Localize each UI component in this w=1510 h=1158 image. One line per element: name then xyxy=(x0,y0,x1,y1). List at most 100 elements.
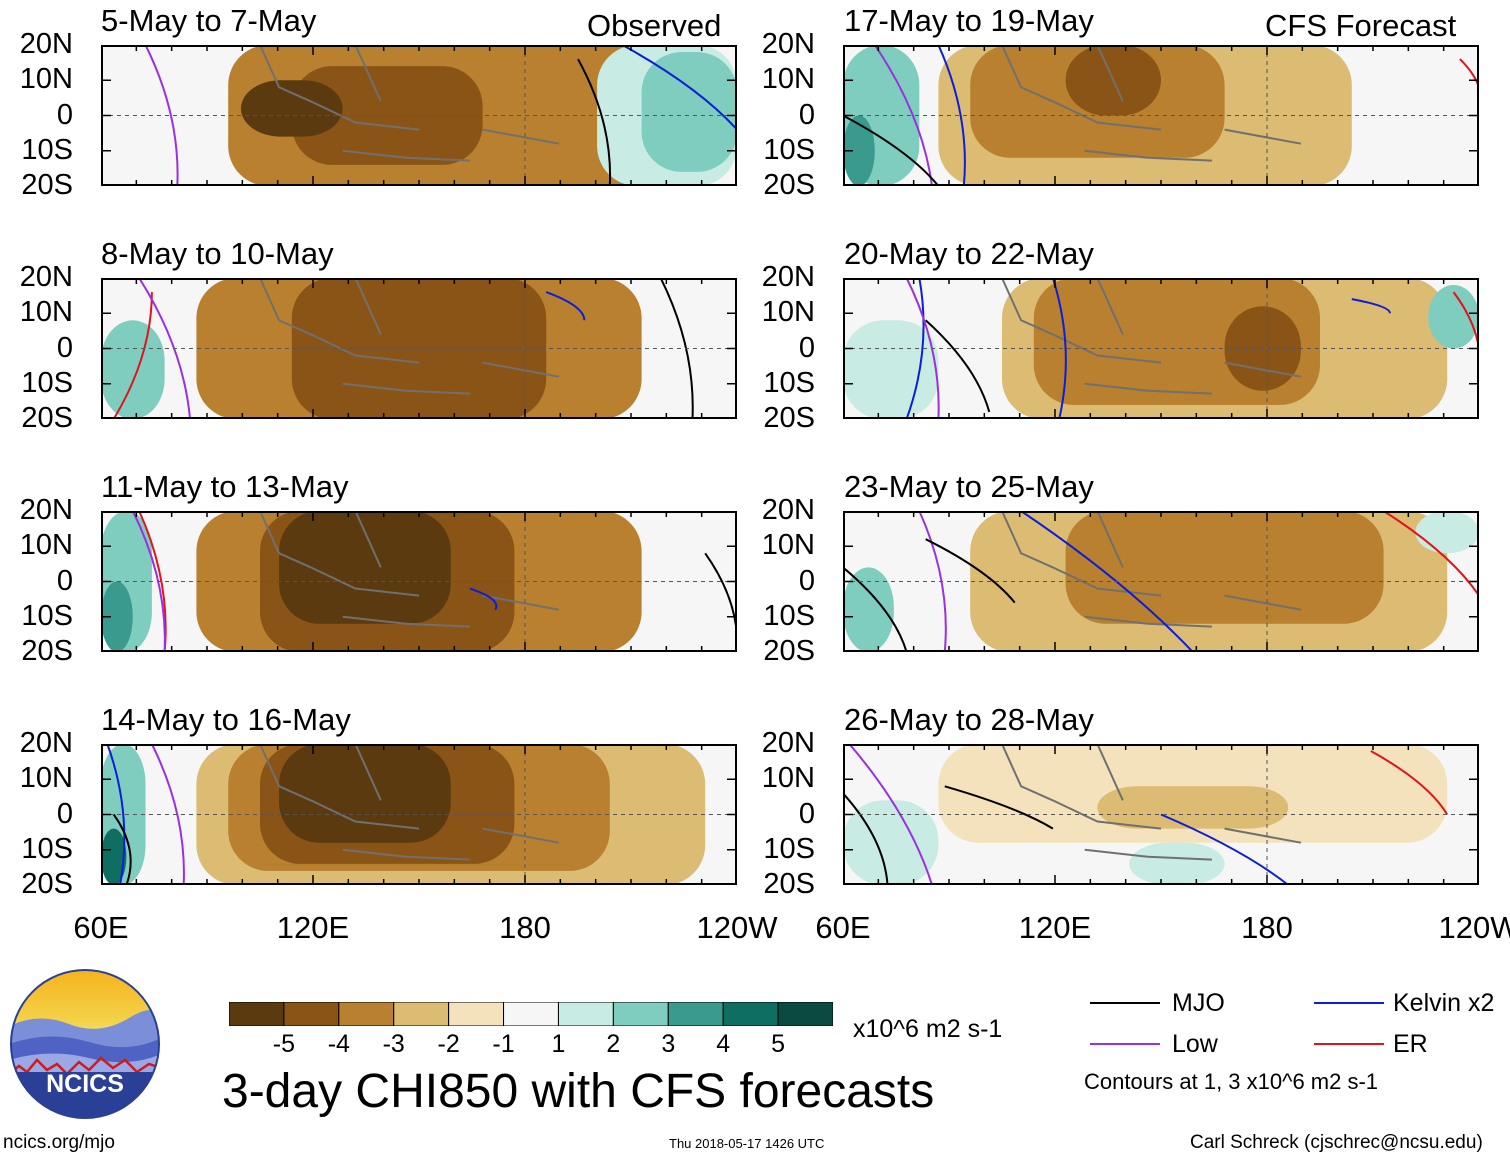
contour-line xyxy=(1370,750,1449,816)
contour-line xyxy=(469,587,498,611)
y-tick-label: 10N xyxy=(19,296,73,329)
field-region xyxy=(1065,511,1384,624)
footer-author: Carl Schreck (cjschrec@ncsu.edu) xyxy=(1190,1132,1483,1153)
contour-line xyxy=(843,566,908,652)
y-tick-label: 20N xyxy=(761,261,815,293)
colorbar-swatch xyxy=(393,1001,450,1027)
map-panel xyxy=(101,511,737,652)
colorbar-swatch xyxy=(557,1001,614,1027)
panel-title: 23-May to 25-May xyxy=(844,469,1094,504)
footer-url[interactable]: ncics.org/mjo xyxy=(3,1132,115,1153)
contour-line xyxy=(144,45,179,186)
contour-line xyxy=(937,45,966,186)
colorbar-swatch xyxy=(228,1001,285,1027)
field-region xyxy=(843,115,875,186)
x-tick-label: 60E xyxy=(73,910,129,945)
x-tick-label: 120W xyxy=(696,910,778,945)
contour-line xyxy=(577,58,612,186)
y-tick-label: 10N xyxy=(761,762,815,795)
observed-label: Observed xyxy=(587,8,722,43)
y-tick-label: 20S xyxy=(21,868,73,900)
x-tick-label: 120E xyxy=(276,910,350,945)
colorbar-tick-label: 4 xyxy=(716,1030,731,1058)
y-tick-label: 10S xyxy=(21,599,73,632)
colorbar-tick-label: 3 xyxy=(661,1030,676,1058)
legend-low: Low xyxy=(1172,1030,1218,1058)
y-tick-label: 0 xyxy=(798,564,815,597)
map-svg xyxy=(101,45,737,186)
y-tick-label: 10N xyxy=(761,63,815,96)
contour-line xyxy=(873,45,934,186)
x-tick-label: 120E xyxy=(1018,910,1092,945)
y-tick-label: 10S xyxy=(763,366,815,399)
contour-line xyxy=(106,744,126,885)
field-region xyxy=(1415,511,1479,554)
legend-kelvin: Kelvin x2 xyxy=(1393,989,1495,1017)
map-svg xyxy=(101,744,737,885)
map-svg xyxy=(101,278,737,419)
y-tick-label: 0 xyxy=(798,98,815,131)
coastline xyxy=(259,278,560,395)
field-region xyxy=(240,80,343,137)
contour-line xyxy=(1383,511,1479,597)
y-tick-label: 20S xyxy=(21,635,73,667)
panel-title: 26-May to 28-May xyxy=(844,702,1094,737)
coastline xyxy=(1001,511,1302,628)
panel-title: 20-May to 22-May xyxy=(844,236,1094,271)
map-panel xyxy=(843,511,1479,652)
map-svg xyxy=(843,45,1479,186)
coastline xyxy=(1001,278,1302,395)
y-tick-label: 20N xyxy=(19,261,73,293)
panel-title: 8-May to 10-May xyxy=(101,236,334,271)
y-tick-label: 0 xyxy=(56,797,73,830)
colorbar-tick-label: 5 xyxy=(771,1030,786,1058)
map-panel xyxy=(843,278,1479,419)
colorbar-svg xyxy=(228,1001,834,1027)
contour-line xyxy=(1351,298,1391,314)
map-svg xyxy=(843,278,1479,419)
field-region xyxy=(1428,285,1479,349)
colorbar-tick-label: -3 xyxy=(382,1030,405,1058)
field-region xyxy=(101,581,133,652)
field-region xyxy=(279,744,451,843)
contour-line xyxy=(843,792,889,885)
y-tick-label: 0 xyxy=(56,564,73,597)
colorbar-swatch xyxy=(777,1001,834,1027)
colorbar-units: x10^6 m2 s-1 xyxy=(853,1015,1003,1043)
field-region xyxy=(291,66,483,165)
x-tick-label: 60E xyxy=(815,910,871,945)
panel-title: 14-May to 16-May xyxy=(101,702,351,737)
y-tick-label: 10N xyxy=(19,529,73,562)
x-tick-label: 120W xyxy=(1438,910,1510,945)
y-tick-label: 0 xyxy=(56,98,73,131)
x-tick-label: 180 xyxy=(499,910,551,945)
contour-line xyxy=(1452,291,1479,377)
y-tick-label: 0 xyxy=(798,331,815,364)
colorbar-swatch xyxy=(667,1001,724,1027)
coastline xyxy=(1001,744,1302,861)
colorbar-tick-label: 1 xyxy=(551,1030,566,1058)
map-panel xyxy=(101,744,737,885)
field-region xyxy=(1097,786,1289,829)
y-tick-label: 10N xyxy=(19,762,73,795)
map-panel xyxy=(101,45,737,186)
field-region xyxy=(291,278,547,419)
contour-line xyxy=(112,813,132,885)
y-tick-label: 10S xyxy=(21,832,73,865)
colorbar-swatch xyxy=(448,1001,505,1027)
contour-line xyxy=(622,45,737,131)
y-tick-label: 20N xyxy=(19,28,73,60)
map-svg xyxy=(843,511,1479,652)
y-tick-label: 20N xyxy=(19,727,73,759)
colorbar-swatch xyxy=(722,1001,779,1027)
y-tick-label: 20S xyxy=(763,169,815,201)
y-tick-label: 0 xyxy=(798,797,815,830)
footer-timestamp: Thu 2018-05-17 1426 UTC xyxy=(669,1136,825,1151)
map-panel xyxy=(101,278,737,419)
coastline xyxy=(259,45,560,162)
colorbar-tick-label: -5 xyxy=(272,1030,296,1058)
chart-title: 3-day CHI850 with CFS forecasts xyxy=(222,1065,935,1118)
y-tick-label: 20N xyxy=(761,727,815,759)
colorbar xyxy=(228,1001,834,1027)
y-tick-label: 10S xyxy=(21,366,73,399)
